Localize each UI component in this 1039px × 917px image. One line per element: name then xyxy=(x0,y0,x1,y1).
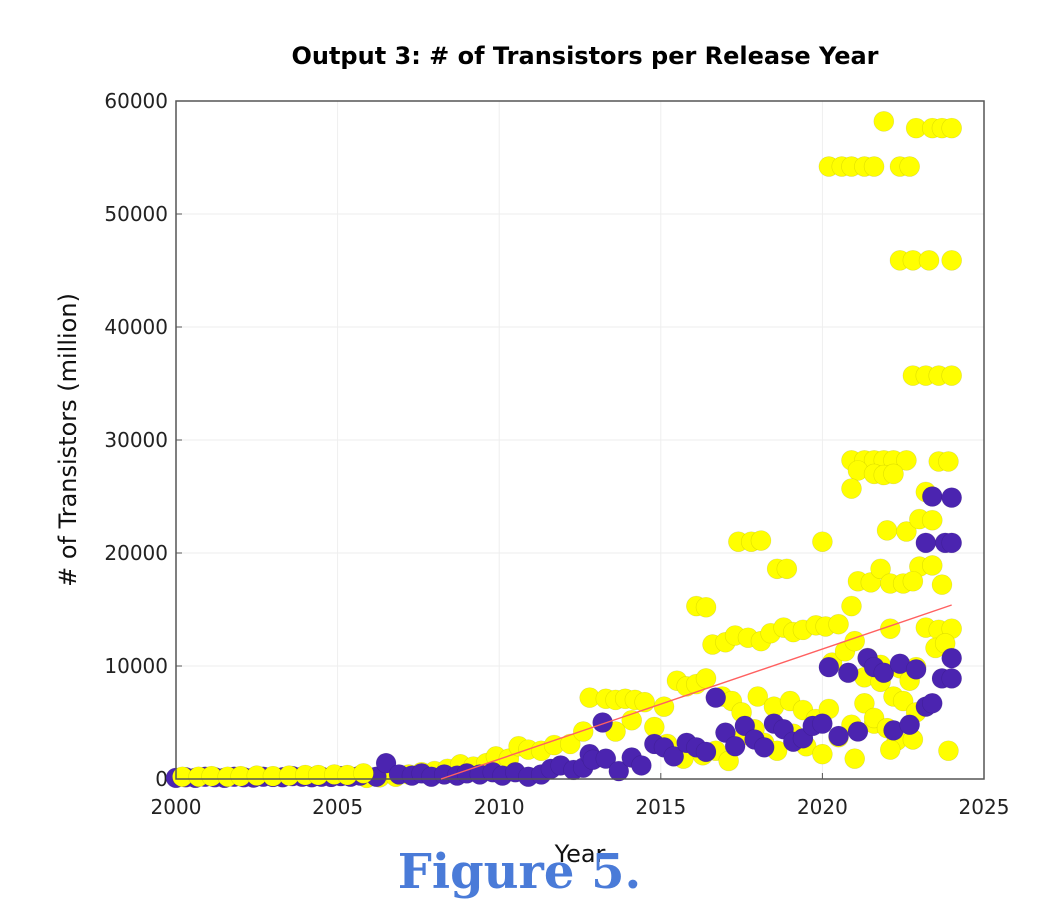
data-points-layer xyxy=(165,111,962,789)
data-point xyxy=(941,117,962,139)
y-tick-label: 0 xyxy=(155,767,168,791)
data-point xyxy=(844,748,866,769)
y-tick-label: 10000 xyxy=(104,654,168,678)
data-point xyxy=(608,760,630,782)
data-point xyxy=(663,746,685,767)
y-tick-label: 20000 xyxy=(104,541,168,565)
data-point xyxy=(750,530,772,551)
data-point xyxy=(572,721,594,742)
trend-line xyxy=(440,604,952,780)
data-point xyxy=(921,486,943,507)
x-tick-label: 2020 xyxy=(797,795,848,819)
data-point xyxy=(753,737,775,758)
data-point xyxy=(941,365,962,386)
x-tick-label: 2010 xyxy=(474,795,525,819)
data-point xyxy=(705,687,727,708)
data-point xyxy=(837,662,859,684)
data-point xyxy=(776,558,798,580)
data-point xyxy=(941,668,962,689)
data-point xyxy=(902,570,924,592)
data-point xyxy=(921,555,943,576)
data-point xyxy=(941,647,962,669)
y-tick-label: 50000 xyxy=(104,202,168,226)
data-point xyxy=(941,487,962,508)
x-tick-label: 2015 xyxy=(635,795,686,819)
data-point xyxy=(841,478,862,499)
data-point xyxy=(879,739,901,760)
y-tick-label: 40000 xyxy=(104,315,168,339)
data-point xyxy=(695,741,717,763)
data-point xyxy=(592,712,613,733)
data-point xyxy=(828,725,849,747)
data-point xyxy=(724,735,746,757)
data-point xyxy=(375,752,397,774)
data-point xyxy=(863,156,885,177)
plot-frame xyxy=(175,100,985,780)
y-axis-label: # of Transistors (million) xyxy=(54,293,82,587)
data-point xyxy=(828,613,849,635)
data-point xyxy=(892,690,914,712)
data-point xyxy=(841,595,862,617)
data-point xyxy=(854,692,875,714)
data-point xyxy=(938,740,959,762)
data-point xyxy=(899,156,920,177)
x-tick-label: 2005 xyxy=(312,795,363,819)
data-point xyxy=(876,520,898,541)
data-point xyxy=(560,733,581,755)
data-point xyxy=(747,686,769,707)
x-axis-label: Year xyxy=(554,840,606,868)
data-point xyxy=(918,250,940,271)
data-point xyxy=(695,596,717,618)
data-point xyxy=(595,748,617,769)
chart-title: Output 3: # of Transistors per Release Y… xyxy=(291,42,878,70)
data-point xyxy=(695,668,717,689)
x-axis-ticks: 2000 2005 2010 2015 2020 2025 xyxy=(151,773,1010,819)
y-tick-label: 60000 xyxy=(104,89,168,113)
data-point xyxy=(812,713,833,734)
data-point xyxy=(938,451,959,472)
data-point xyxy=(653,696,675,717)
data-point xyxy=(941,250,962,271)
data-point xyxy=(921,692,943,714)
x-tick-label: 2000 xyxy=(151,795,202,819)
data-point xyxy=(883,463,904,485)
trend-layer xyxy=(440,604,952,780)
x-tick-label: 2025 xyxy=(959,795,1010,819)
data-point xyxy=(873,111,895,132)
data-point xyxy=(847,721,869,742)
data-point xyxy=(899,714,920,736)
y-tick-label: 30000 xyxy=(104,428,168,452)
data-point xyxy=(634,691,655,713)
data-point xyxy=(931,574,953,595)
y-axis-ticks: 0 10000 20000 30000 40000 50000 60000 xyxy=(104,89,182,791)
data-point xyxy=(812,531,833,553)
data-point xyxy=(896,450,917,471)
data-point xyxy=(905,659,927,680)
data-point xyxy=(921,509,943,531)
data-point xyxy=(631,755,652,776)
grid-lines xyxy=(175,100,985,780)
data-point xyxy=(896,521,917,542)
data-point xyxy=(818,656,840,678)
data-point xyxy=(870,558,891,580)
figure-caption: Figure 5. xyxy=(397,844,642,900)
data-point xyxy=(353,763,374,784)
data-point xyxy=(915,532,937,554)
data-point xyxy=(812,743,833,765)
data-point xyxy=(941,532,962,554)
data-point xyxy=(873,662,895,684)
